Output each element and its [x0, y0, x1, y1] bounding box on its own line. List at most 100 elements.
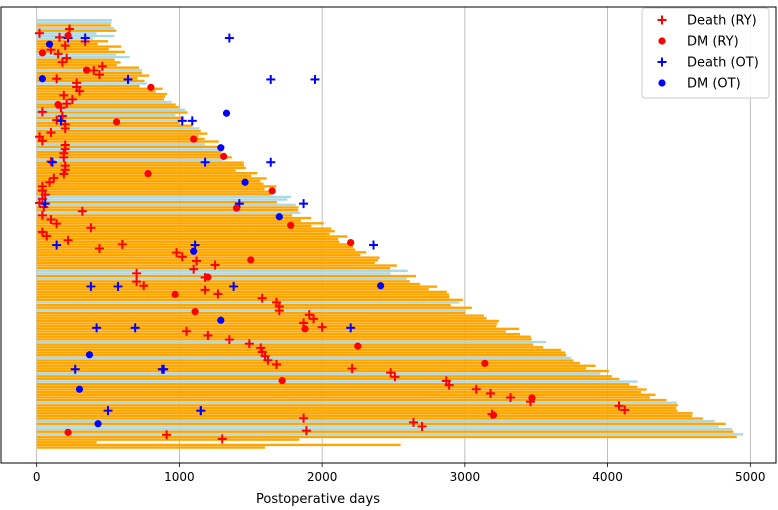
follow-up-bar	[36, 269, 408, 272]
death-ry-marker	[77, 206, 87, 216]
death-ry-marker	[408, 417, 418, 427]
follow-up-bar	[36, 354, 567, 357]
dm-ot-marker	[38, 75, 46, 83]
follow-up-bar	[36, 135, 199, 138]
death-ry-marker	[65, 24, 75, 34]
dm-ry-marker	[278, 377, 286, 385]
follow-up-bar	[36, 422, 726, 425]
x-tick-label: 4000	[592, 470, 623, 484]
death-ry-marker	[386, 368, 396, 378]
death-ot-marker	[123, 74, 133, 84]
follow-up-bar	[36, 325, 497, 328]
follow-up-bar	[36, 48, 109, 51]
follow-up-bar	[36, 311, 466, 315]
follow-up-bar	[36, 375, 613, 378]
follow-up-bar	[36, 332, 521, 336]
follow-up-bar	[36, 314, 484, 317]
dm-ot-marker	[45, 40, 54, 48]
follow-up-bar	[36, 433, 744, 436]
follow-up-bar	[36, 55, 130, 59]
follow-up-bar	[36, 372, 601, 375]
follow-up-bar	[36, 58, 115, 61]
follow-up-bar	[36, 106, 179, 109]
death-ot-marker	[47, 157, 57, 167]
follow-up-bar	[36, 406, 677, 410]
follow-up-bar	[36, 158, 224, 162]
death-ry-marker	[132, 277, 142, 287]
death-ry-marker	[390, 372, 400, 382]
follow-up-bar	[36, 129, 201, 133]
event-markers	[35, 24, 630, 444]
legend: Death (RY) DM (RY) Death (OT) DM (OT)	[641, 7, 770, 99]
follow-up-bar	[36, 153, 226, 156]
follow-up-bar	[36, 348, 562, 352]
follow-up-bar	[36, 309, 467, 312]
follow-up-bar	[36, 90, 156, 93]
death-ry-marker	[37, 107, 47, 117]
follow-up-bar	[36, 427, 732, 431]
follow-up-bar	[36, 404, 679, 407]
follow-up-bar	[36, 198, 288, 201]
death-ry-marker	[347, 364, 357, 374]
follow-up-bar	[36, 116, 184, 119]
follow-up-bar	[36, 145, 225, 148]
death-ry-marker	[52, 219, 62, 229]
death-ry-marker	[203, 330, 213, 340]
death-ot-marker	[113, 281, 123, 291]
follow-up-bar	[36, 369, 609, 373]
dm-ot-marker	[377, 282, 385, 290]
death-ry-marker	[471, 384, 481, 394]
follow-up-bar	[36, 203, 296, 207]
dm-ry-marker	[204, 273, 212, 281]
death-ry-marker	[63, 235, 73, 245]
follow-up-bar	[36, 195, 292, 199]
follow-up-bar	[36, 280, 410, 283]
follow-up-bar	[36, 319, 499, 323]
follow-up-bar	[36, 132, 208, 135]
death-ry-marker	[139, 281, 149, 291]
dm-ot-marker	[275, 213, 283, 221]
follow-up-bar	[36, 208, 299, 212]
follow-up-bar	[36, 303, 451, 307]
death-ry-marker	[57, 111, 67, 121]
follow-up-bar	[36, 230, 335, 233]
death-ot-marker	[200, 157, 210, 167]
follow-up-bar	[36, 327, 520, 331]
death-ry-marker	[309, 314, 319, 324]
dm-ot-marker	[222, 109, 231, 117]
death-ot-marker	[56, 116, 66, 126]
follow-up-bar	[36, 63, 117, 67]
follow-up-bar	[36, 164, 244, 167]
follow-up-bar	[36, 77, 138, 80]
x-axis-label: Postoperative days	[256, 492, 380, 506]
follow-up-bar	[36, 71, 142, 75]
death-ry-marker	[94, 70, 104, 80]
death-ry-marker	[59, 152, 69, 162]
death-ry-marker	[86, 223, 96, 233]
follow-up-bar	[36, 185, 277, 188]
death-ry-marker	[59, 169, 69, 179]
death-ot-marker	[266, 157, 276, 167]
death-ry-marker	[172, 248, 182, 258]
dm-ry-marker	[64, 428, 72, 436]
follow-up-bar	[36, 214, 293, 217]
death-ry-marker	[97, 61, 107, 71]
death-ry-marker	[37, 136, 47, 146]
dm-ry-marker	[287, 221, 295, 229]
follow-up-bar	[36, 409, 678, 412]
follow-up-bar	[36, 211, 301, 214]
follow-up-bar	[36, 290, 447, 294]
follow-up-bar	[36, 419, 715, 423]
follow-up-bar	[36, 235, 348, 238]
follow-up-bar	[36, 108, 186, 112]
death-ry-marker	[46, 128, 56, 138]
death-ry-marker	[506, 393, 516, 403]
follow-up-bar	[36, 148, 224, 151]
dm-ot-marker	[217, 144, 225, 152]
dm-ry-marker	[268, 187, 276, 195]
follow-up-bar	[36, 359, 574, 362]
death-ry-marker	[60, 144, 70, 154]
dm-ot-marker	[217, 316, 225, 324]
follow-up-bar	[36, 29, 117, 32]
